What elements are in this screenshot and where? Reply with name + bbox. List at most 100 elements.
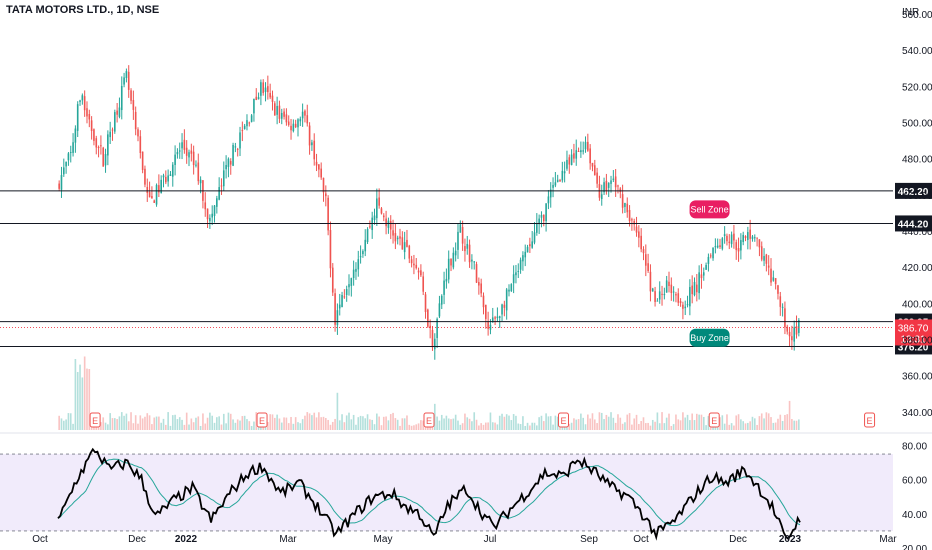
candle-body (436, 318, 438, 339)
candle-body (287, 121, 290, 125)
volume-bar (475, 419, 478, 430)
candle-body (225, 165, 227, 170)
volume-bar (334, 418, 336, 430)
volume-bar (141, 418, 144, 430)
volume-bar (343, 422, 346, 430)
candle-body (767, 265, 770, 268)
candle-body (406, 239, 408, 247)
volume-bar (144, 416, 146, 430)
candle-body (751, 236, 754, 239)
volume-bar (489, 412, 492, 430)
volume-bar (204, 423, 207, 430)
candle-body (547, 196, 550, 204)
candle-body (508, 289, 510, 292)
volume-bar (751, 416, 754, 430)
candle-body (480, 283, 482, 294)
zone-badge (689, 200, 730, 219)
candle-body (403, 242, 406, 253)
volume-bar (195, 417, 197, 430)
candle-body (526, 246, 529, 253)
volume-bar (197, 416, 200, 430)
candle-body (610, 180, 612, 184)
volume-bar (635, 414, 638, 430)
volume-bar (707, 416, 710, 430)
candle-body (747, 232, 749, 240)
volume-bar (536, 425, 538, 430)
candle-body (510, 284, 513, 291)
volume-bar (552, 424, 554, 430)
candle-body (707, 256, 710, 264)
volume-bar (749, 421, 751, 430)
candle-body (345, 289, 348, 296)
candle-body (102, 147, 105, 167)
volume-bar (283, 417, 285, 430)
volume-bar (378, 416, 380, 430)
candle-body (130, 90, 132, 101)
volume-bar (440, 414, 443, 430)
volume-bar (610, 412, 612, 430)
candle-body (554, 182, 557, 186)
volume-bar (654, 421, 656, 430)
volume-bar (304, 415, 306, 430)
candle-body (171, 164, 174, 177)
candle-body (352, 269, 355, 278)
candle-body (482, 295, 485, 308)
volume-bar (450, 419, 452, 430)
candle-body (190, 150, 193, 154)
candle-body (719, 245, 721, 248)
candle-body (512, 274, 515, 284)
volume-bar (603, 419, 605, 430)
candle-body (67, 153, 70, 161)
volume-bar (301, 419, 304, 430)
volume-bar (531, 422, 533, 430)
volume-bar (255, 412, 258, 430)
volume-bar (345, 415, 348, 430)
volume-bar (624, 422, 626, 430)
volume-bar (234, 422, 237, 430)
volume-bar (315, 417, 318, 430)
volume-bar (190, 418, 193, 430)
volume-bar (213, 422, 216, 430)
candle-body (188, 152, 190, 158)
volume-bar (510, 420, 513, 430)
candle-body (192, 151, 195, 166)
candle-body (593, 165, 596, 176)
candle-body (378, 197, 380, 206)
earnings-marker (864, 412, 876, 428)
candle-body (619, 188, 622, 193)
candle-body (107, 134, 109, 156)
candle-body (491, 317, 494, 323)
candle-body (705, 264, 707, 270)
candle-body (559, 180, 561, 182)
volume-bar (735, 415, 738, 430)
candle-body (373, 215, 376, 221)
volume-bar (515, 415, 517, 430)
volume-bar (211, 415, 214, 430)
volume-bar (171, 415, 174, 430)
volume-bar (218, 416, 220, 430)
volume-bar (508, 415, 510, 430)
candle-body (763, 256, 765, 261)
candle-body (612, 178, 615, 180)
volume-bar (740, 419, 742, 430)
volume-bar (153, 417, 156, 430)
candle-body (264, 87, 267, 92)
candle-body (243, 125, 246, 129)
candle-body (614, 176, 617, 188)
rsi-ma-line (57, 458, 801, 527)
volume-bar (148, 415, 151, 430)
volume-bar (74, 359, 77, 430)
volume-bar (774, 422, 777, 430)
candle-body (656, 300, 659, 302)
earnings-marker (423, 412, 435, 428)
volume-bar (58, 415, 60, 430)
volume-bar (459, 424, 462, 430)
candle-body (132, 100, 135, 110)
candle-body (348, 284, 350, 288)
volume-bar (661, 412, 663, 430)
volume-bar (747, 422, 749, 430)
candle-body (452, 252, 455, 268)
volume-bar (689, 420, 691, 430)
volume-bar (394, 418, 397, 430)
